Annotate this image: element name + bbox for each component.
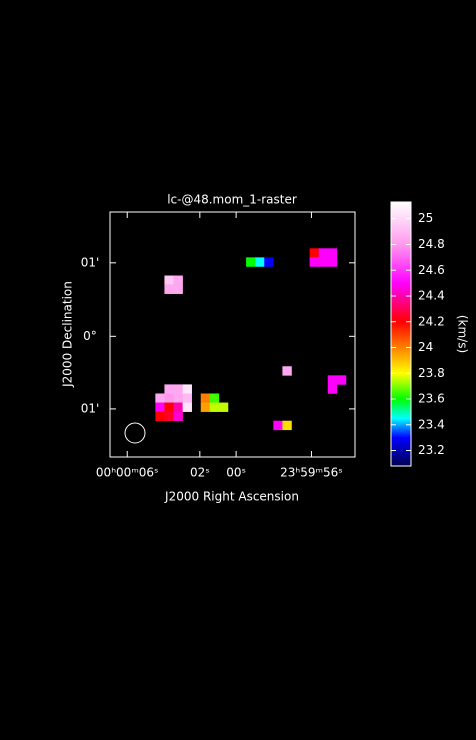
plot-frame [109,211,356,458]
raster [155,248,347,431]
x-tick-label: 23ʰ59ᵐ56ˢ [280,466,343,480]
raster-cell [218,402,229,412]
x-axis-label: J2000 Right Ascension [164,490,299,504]
raster-cell [173,402,183,412]
x-tick-label: 00ˢ [226,466,246,480]
raster-cell [155,411,165,422]
raster-cell [318,257,329,267]
raster-cell [173,384,183,394]
raster-cell [336,375,347,385]
raster-cell [173,275,183,285]
raster-cell [309,257,320,267]
raster-cell [200,393,211,403]
raster-cell [255,257,265,267]
raster-cell [164,275,174,285]
raster-cell [164,411,174,422]
raster-cell [164,393,174,403]
raster-cell [309,248,320,258]
raster-cell [182,384,192,394]
raster-cell [282,420,292,431]
colorbar-tick-label: 23.6 [418,392,445,406]
raster-cell [164,402,174,412]
colorbar-tick-label: 23.8 [418,366,445,380]
raster-cell [173,411,183,422]
colorbar-tick-label: 24.2 [418,314,445,328]
colorbar-frame [390,201,412,467]
raster-cell [318,248,329,258]
raster-cell [182,402,192,412]
raster-cell [173,393,183,403]
colorbar-tick-label: 23.4 [418,417,445,431]
colorbar-tick-label: 25 [418,211,433,225]
raster-cell [164,384,174,394]
colorbar-tick-label: 23.2 [418,443,445,457]
raster-cell [327,375,338,385]
colorbar-label: (km/s) [456,315,470,353]
colorbar-tick-label: 24.6 [418,263,445,277]
colorbar-tick-label: 24 [418,340,433,354]
raster-cell [273,420,283,431]
raster-cell [209,393,220,403]
x-tick-label: 02ˢ [190,466,210,480]
raster-cell [173,284,183,294]
raster-cell [164,284,174,294]
raster-cell [327,248,338,258]
x-tick-label: 00ʰ00ᵐ06ˢ [96,466,159,480]
raster-cell [155,402,165,412]
colorbar [391,202,411,466]
raster-cell [327,384,338,394]
raster-cell [327,257,338,267]
y-tick-label: 01' [81,255,100,269]
y-tick-label: 0° [83,329,97,343]
colorbar-tick-label: 24.4 [418,289,445,303]
raster-cell [264,257,274,267]
beam [124,422,146,444]
raster-cell [200,402,211,412]
raster-cell [155,393,165,403]
raster-cell [282,366,292,376]
raster-cell [209,402,220,412]
raster-cell [182,393,192,403]
y-tick-label: 01' [81,401,100,415]
chart-title: lc-@48.mom_1-raster [167,193,297,207]
y-axis-label: J2000 Declination [61,281,75,388]
raster-cell [246,257,256,267]
colorbar-tick-label: 24.8 [418,237,445,251]
